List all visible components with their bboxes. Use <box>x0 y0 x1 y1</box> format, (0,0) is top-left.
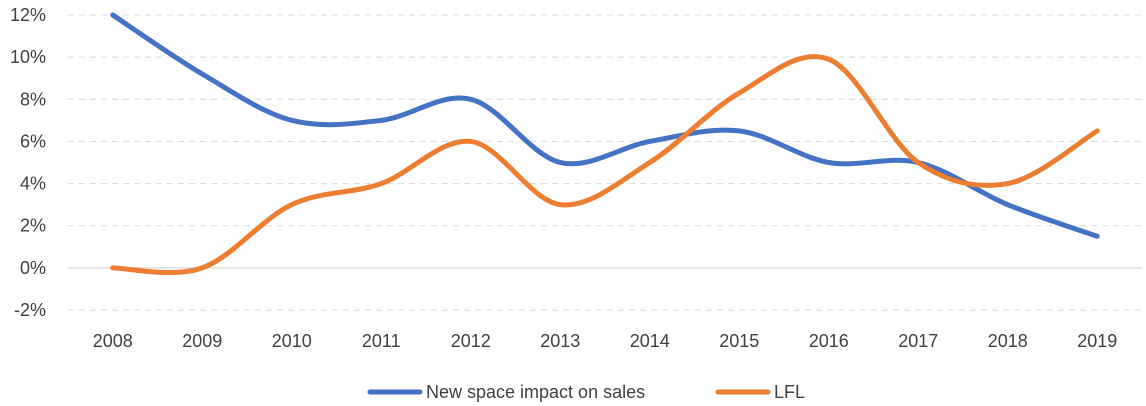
data-point <box>1095 128 1100 133</box>
x-tick-label: 2014 <box>630 331 670 351</box>
data-point <box>916 160 921 165</box>
data-point <box>110 265 115 270</box>
gridlines <box>68 14 1142 311</box>
data-point <box>289 202 294 207</box>
data-point <box>647 139 652 144</box>
x-tick-label: 2011 <box>362 331 401 351</box>
x-tick-label: 2009 <box>182 331 222 351</box>
x-tick-label: 2012 <box>451 331 491 351</box>
legend-label: New space impact on sales <box>426 382 645 402</box>
x-axis-ticks: 2008 2009 2010 2011 2012 2013 2014 2015 2016 2017… <box>93 331 1118 351</box>
data-point <box>647 160 652 165</box>
data-point <box>200 265 205 270</box>
data-point <box>468 139 473 144</box>
y-axis-ticks: -2% 0% 2% 4% 6% 8% 10% 12% <box>10 5 46 320</box>
data-point <box>1005 181 1010 186</box>
x-tick-label: 2008 <box>93 331 133 351</box>
legend: New space impact on sales LFL <box>367 382 805 402</box>
y-tick-label: 8% <box>20 89 46 109</box>
y-tick-label: -2% <box>14 300 46 320</box>
legend-label: LFL <box>774 382 805 402</box>
data-point <box>200 72 205 77</box>
y-tick-label: 6% <box>20 131 46 151</box>
x-tick-label: 2019 <box>1077 331 1117 351</box>
series-line-new-space <box>110 12 1100 239</box>
data-point <box>289 118 294 123</box>
y-tick-label: 2% <box>20 216 46 236</box>
x-tick-label: 2016 <box>809 331 849 351</box>
x-tick-label: 2015 <box>719 331 759 351</box>
x-tick-label: 2018 <box>988 331 1028 351</box>
data-point <box>1095 234 1100 239</box>
data-point <box>1005 202 1010 207</box>
x-tick-label: 2010 <box>272 331 312 351</box>
data-point <box>558 160 563 165</box>
y-tick-label: 12% <box>10 5 46 25</box>
data-point <box>379 118 384 123</box>
y-tick-label: 4% <box>20 174 46 194</box>
x-tick-label: 2013 <box>540 331 580 351</box>
y-tick-label: 10% <box>10 47 46 67</box>
x-tick-label: 2017 <box>898 331 938 351</box>
series-lines <box>110 12 1100 276</box>
data-point <box>737 128 742 133</box>
data-point <box>737 90 742 95</box>
data-point <box>110 13 115 18</box>
y-tick-label: 0% <box>20 258 46 278</box>
data-point <box>826 160 831 165</box>
data-point <box>468 97 473 102</box>
series-line-lfl <box>110 54 1100 276</box>
data-point <box>379 181 384 186</box>
data-point <box>558 202 563 207</box>
data-point <box>826 57 831 62</box>
